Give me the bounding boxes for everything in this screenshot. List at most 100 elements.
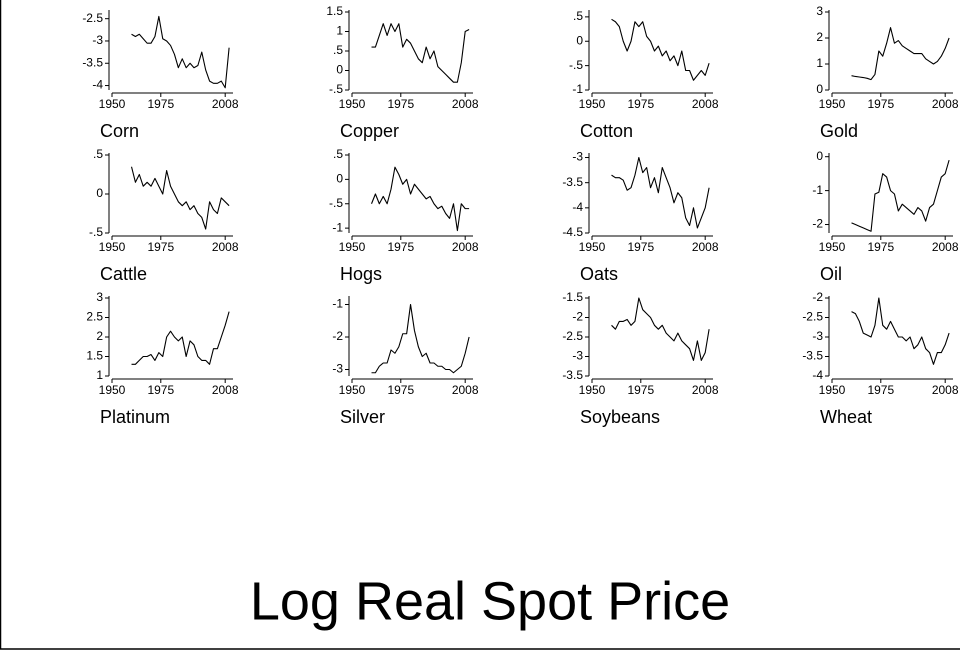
y-tick-label: -1 — [572, 82, 583, 96]
x-tick-label: 1975 — [867, 240, 894, 254]
y-tick-label: -1 — [812, 183, 823, 197]
y-tick-label: .5 — [333, 147, 343, 161]
y-tick-label: 1 — [96, 368, 103, 382]
y-tick-label: -3.5 — [562, 175, 583, 189]
y-tick-label: -1 — [332, 297, 343, 311]
y-tick-label: -3 — [572, 349, 583, 363]
x-tick-label: 1975 — [147, 240, 174, 254]
x-tick-label: 1975 — [387, 97, 414, 111]
y-tick-label: -3 — [332, 362, 343, 376]
x-tick-label: 1975 — [387, 240, 414, 254]
x-tick-label: 1950 — [339, 383, 366, 397]
panel-title: Copper — [340, 121, 399, 141]
y-tick-label: -2.5 — [802, 310, 823, 324]
y-tick-label: -.5 — [329, 196, 343, 210]
chart-title: Log Real Spot Price — [250, 571, 730, 631]
y-tick-label: -.5 — [569, 58, 583, 72]
y-tick-label: -1.5 — [562, 290, 583, 304]
y-tick-label: 0 — [96, 186, 103, 200]
x-tick-label: 2008 — [212, 97, 239, 111]
panel-title: Silver — [340, 407, 385, 427]
x-tick-label: 1950 — [99, 383, 126, 397]
y-tick-label: -4 — [92, 78, 103, 92]
y-tick-label: -4 — [812, 368, 823, 382]
series-line — [130, 166, 230, 230]
x-tick-label: 1950 — [99, 97, 126, 111]
y-tick-label: -2.5 — [562, 329, 583, 343]
y-tick-label: 3 — [816, 4, 823, 18]
y-tick-label: -4 — [572, 200, 583, 214]
y-tick-label: 1 — [816, 56, 823, 70]
x-tick-label: 1975 — [627, 383, 654, 397]
x-tick-label: 1950 — [819, 97, 846, 111]
panel-title: Gold — [820, 121, 858, 141]
series-line — [371, 303, 470, 374]
series-line — [611, 297, 710, 361]
y-tick-label: 0 — [336, 63, 343, 77]
x-tick-label: 1950 — [579, 240, 606, 254]
y-tick-label: -2 — [572, 310, 583, 324]
y-tick-label: -3 — [812, 329, 823, 343]
series-line — [371, 166, 470, 232]
y-tick-label: 2.5 — [86, 310, 103, 324]
x-tick-label: 1975 — [147, 383, 174, 397]
series-line — [851, 159, 950, 232]
series-line — [851, 27, 950, 81]
x-tick-label: 2008 — [212, 383, 239, 397]
panel-title: Cotton — [580, 121, 633, 141]
y-tick-label: -3.5 — [562, 368, 583, 382]
y-tick-label: 3 — [96, 290, 103, 304]
panel-title: Oats — [580, 264, 618, 284]
series-line — [371, 23, 470, 83]
y-tick-label: 0 — [576, 33, 583, 47]
series-line — [611, 18, 710, 81]
x-tick-label: 2008 — [452, 240, 479, 254]
x-tick-label: 2008 — [932, 383, 959, 397]
y-tick-label: 1 — [336, 24, 343, 38]
y-tick-label: 1.5 — [326, 4, 343, 18]
y-tick-label: -2 — [812, 290, 823, 304]
x-tick-label: 1950 — [819, 383, 846, 397]
y-tick-label: -.5 — [89, 225, 103, 239]
x-tick-label: 1975 — [627, 97, 654, 111]
panel-title: Platinum — [100, 407, 170, 427]
x-tick-label: 1950 — [99, 240, 126, 254]
y-tick-label: -2 — [332, 329, 343, 343]
y-tick-label: -.5 — [329, 82, 343, 96]
y-tick-label: -3.5 — [82, 55, 103, 69]
panel-title: Cattle — [100, 264, 147, 284]
x-tick-label: 1975 — [867, 97, 894, 111]
y-tick-label: -2.5 — [82, 11, 103, 25]
y-tick-label: -3 — [572, 150, 583, 164]
panel-title: Wheat — [820, 407, 872, 427]
panel-title: Oil — [820, 264, 842, 284]
y-tick-label: -2 — [812, 217, 823, 231]
x-tick-label: 1975 — [147, 97, 174, 111]
x-tick-label: 2008 — [452, 383, 479, 397]
x-tick-label: 1950 — [339, 97, 366, 111]
y-tick-label: 0 — [816, 82, 823, 96]
x-tick-label: 1950 — [339, 240, 366, 254]
x-tick-label: 2008 — [932, 97, 959, 111]
y-tick-label: .5 — [333, 43, 343, 57]
x-tick-label: 2008 — [932, 240, 959, 254]
x-tick-label: 2008 — [692, 97, 719, 111]
x-tick-label: 2008 — [692, 383, 719, 397]
x-tick-label: 2008 — [692, 240, 719, 254]
x-tick-label: 1975 — [627, 240, 654, 254]
series-line — [131, 15, 230, 89]
x-tick-label: 2008 — [212, 240, 239, 254]
panel-title: Corn — [100, 121, 139, 141]
y-tick-label: 0 — [336, 172, 343, 186]
y-tick-label: 0 — [816, 149, 823, 163]
x-tick-label: 1950 — [819, 240, 846, 254]
series-line — [611, 156, 710, 229]
x-tick-label: 1950 — [579, 97, 606, 111]
y-tick-label: 2 — [816, 30, 823, 44]
x-tick-label: 1975 — [867, 383, 894, 397]
y-tick-label: -3 — [92, 33, 103, 47]
panel-title: Hogs — [340, 264, 382, 284]
